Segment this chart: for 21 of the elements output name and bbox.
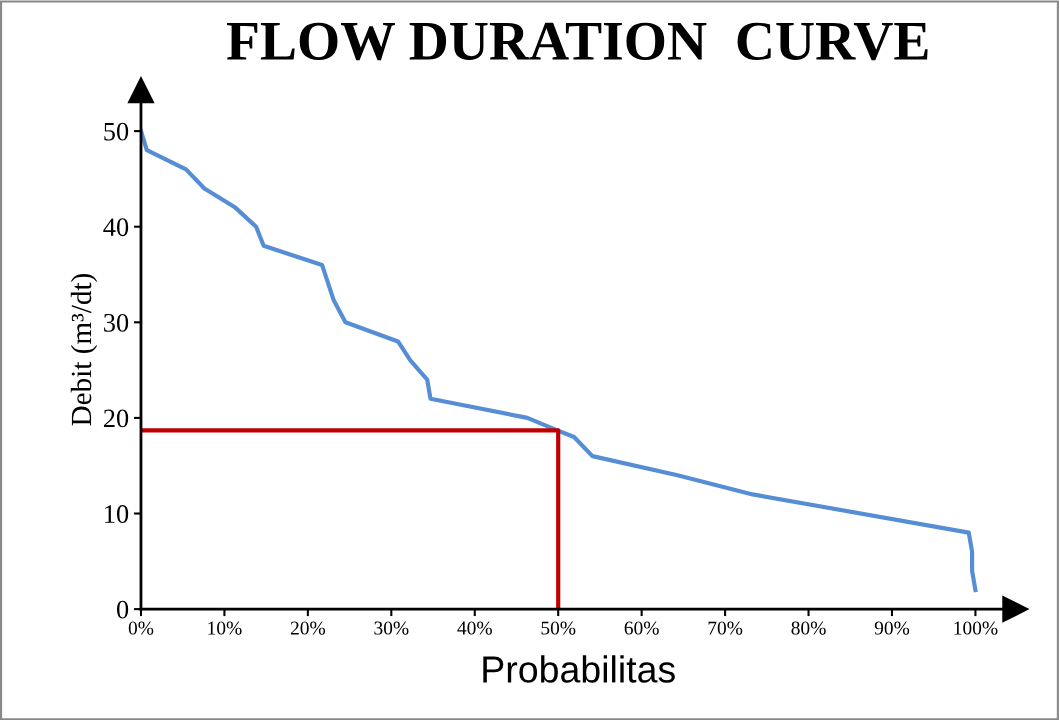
x-tick-label: 50% xyxy=(541,621,576,635)
y-tick-label: 50 xyxy=(104,122,129,141)
x-axis-title: Probabilitas xyxy=(483,655,675,683)
x-tick-label: 40% xyxy=(457,621,492,635)
x-tick-label: 20% xyxy=(290,621,326,635)
y-tick-label: 40 xyxy=(103,218,129,237)
line-series xyxy=(140,129,978,593)
y-tick-label: 30 xyxy=(104,313,129,332)
y-tick-label: 0 xyxy=(116,600,129,619)
x-tick-label: 60% xyxy=(624,621,659,635)
y-axis-title: Debit (m³/dt) xyxy=(70,273,98,426)
x-tick-label: 0% xyxy=(128,621,154,635)
x-tick-label: 70% xyxy=(708,621,743,635)
chart-title: FLOW DURATION CURVE xyxy=(226,22,928,61)
y-tick-label: 20 xyxy=(103,409,129,428)
x-tick-label: 80% xyxy=(791,621,826,635)
x-tick-label: 30% xyxy=(374,621,409,635)
x-tick-label: 90% xyxy=(874,621,910,635)
x-tick-label: 100% xyxy=(954,621,998,635)
x-tick-label: 10% xyxy=(208,621,242,635)
y-tick-label: 10 xyxy=(105,505,129,523)
